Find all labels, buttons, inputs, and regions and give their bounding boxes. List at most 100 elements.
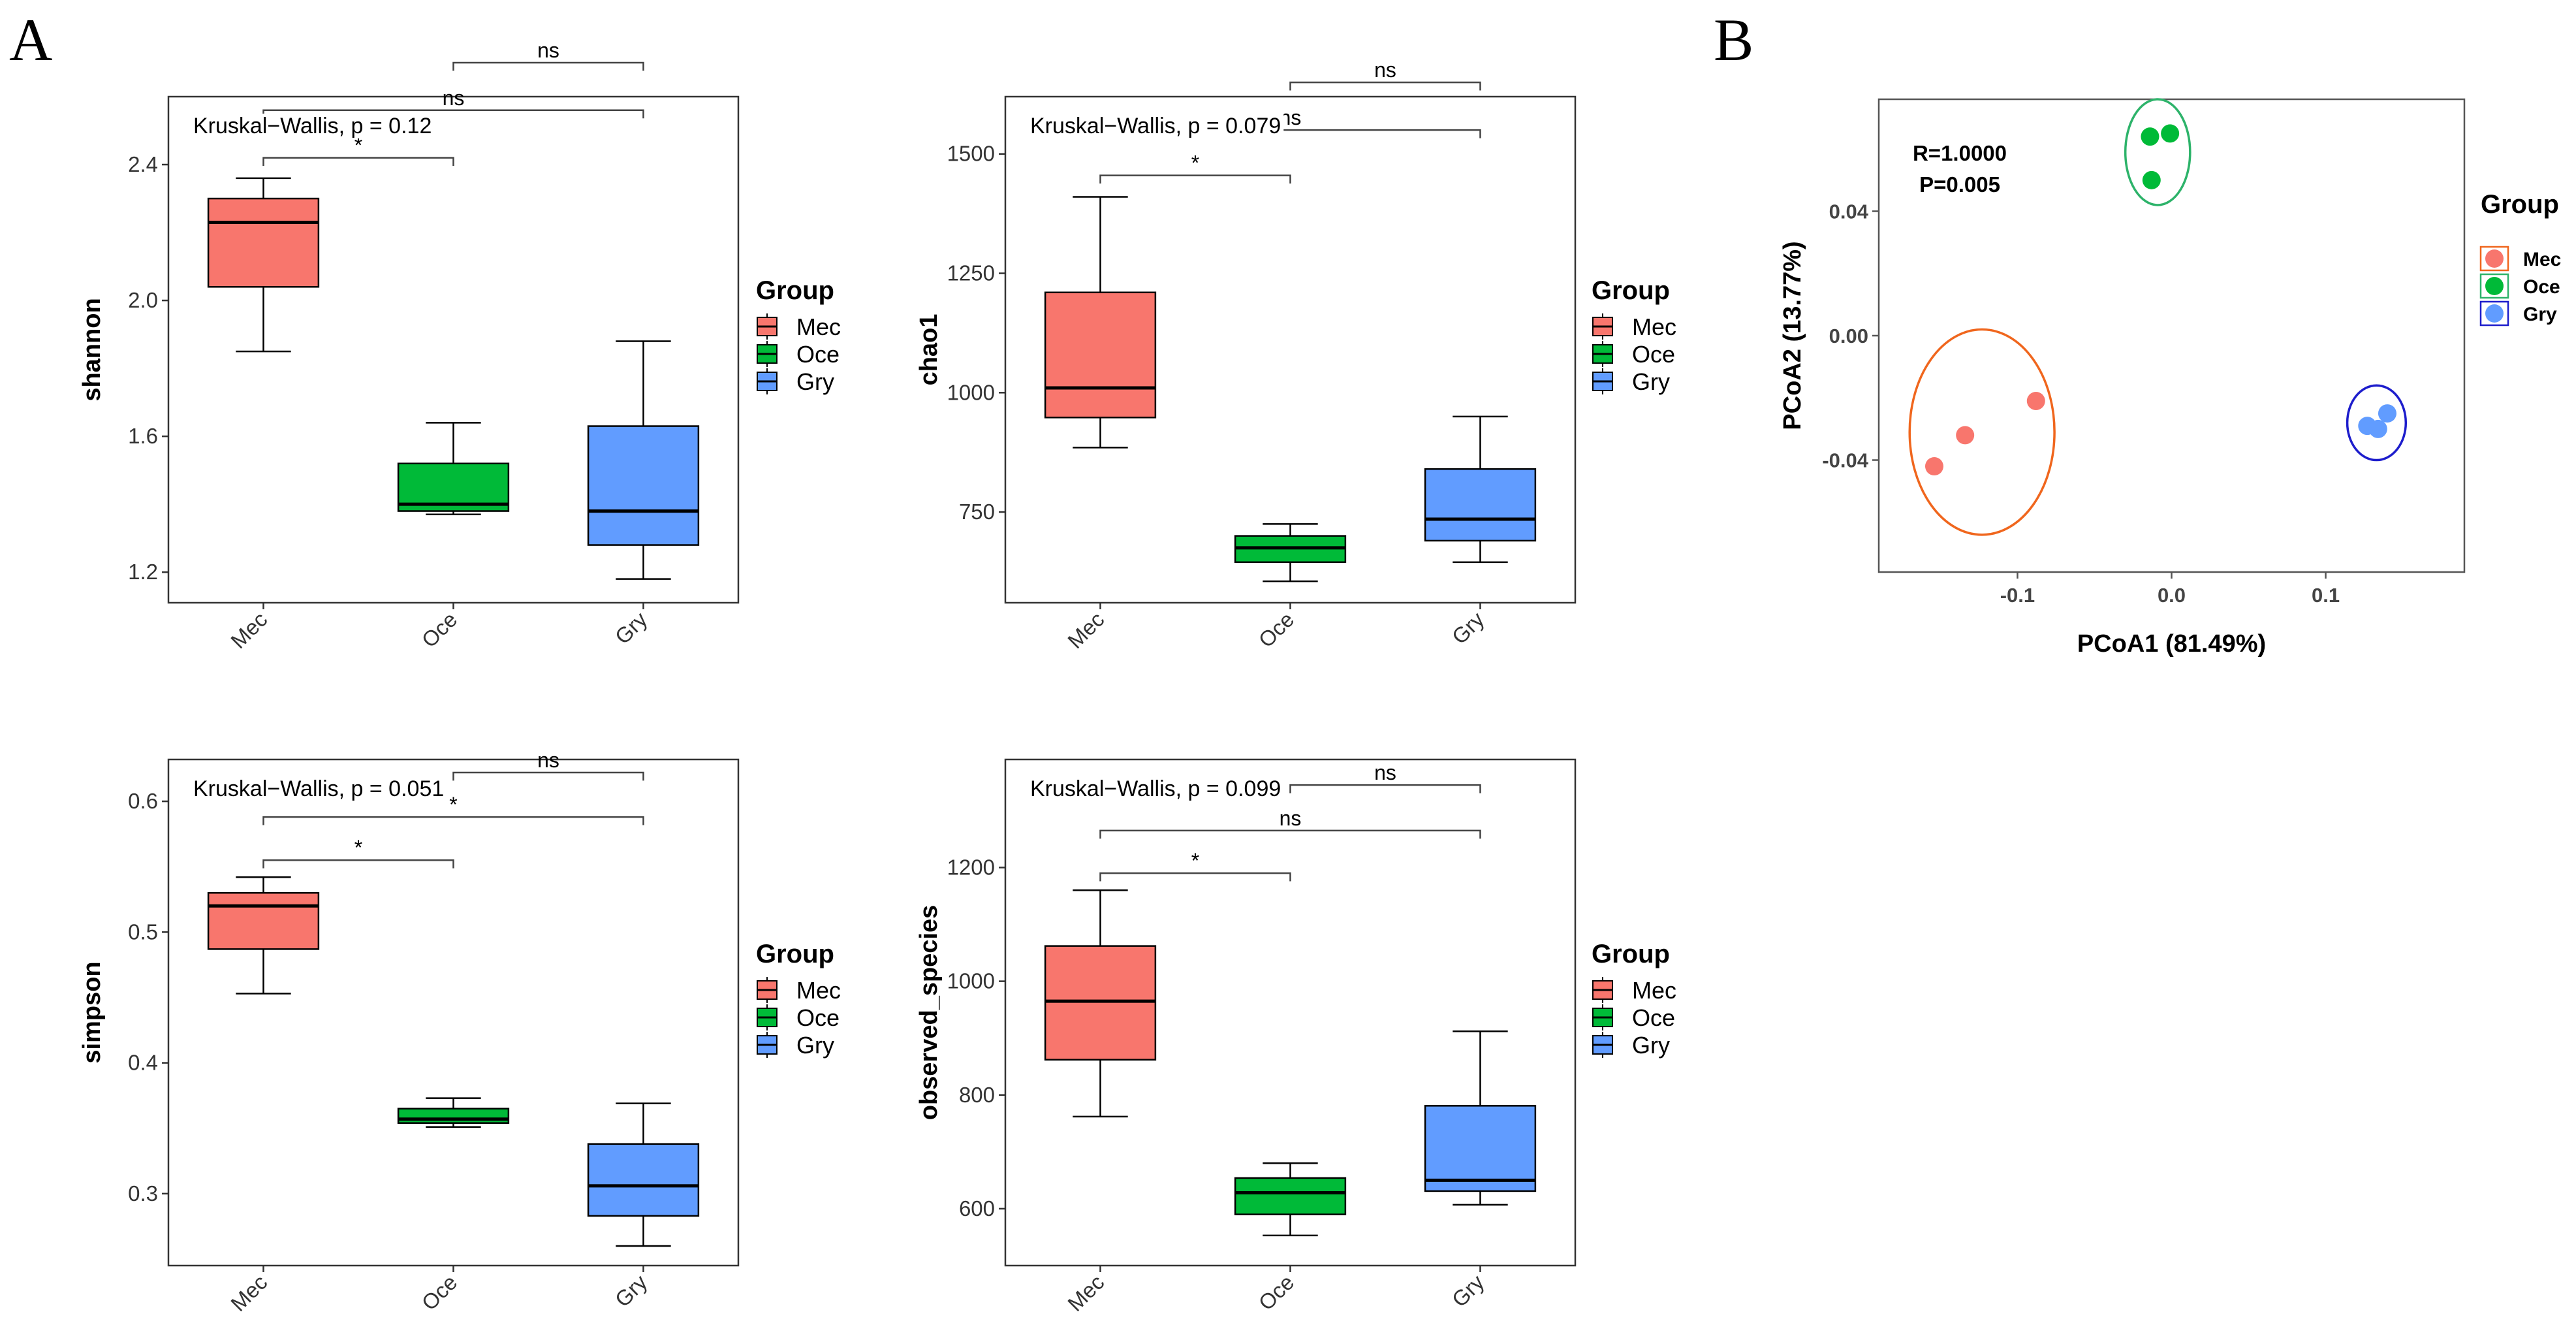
legend-key-oce [757,1004,778,1030]
legend-key-mec [757,977,778,1003]
data-point [2026,392,2045,411]
series-oce [2124,98,2191,206]
legend-key-mec [2479,246,2509,272]
legend-label: Gry [1632,1032,1670,1059]
legend-label: Mec [796,977,841,1004]
y-tick-label: 0.6 [128,789,158,813]
box-iqr [207,197,320,288]
box-iqr [1424,468,1537,542]
legend-label: Oce [796,341,840,368]
legend-title: Group [1592,940,1670,968]
annotation-p: P=0.005 [1919,172,2000,197]
box-oce [1234,523,1347,583]
legend-label: Gry [1632,368,1670,395]
panel-label-b: B [1714,7,1753,73]
legend-key-oce [757,341,778,367]
y-tick-label: 600 [959,1196,995,1221]
legend-key-gry [757,368,778,394]
legend-label: Mec [2523,249,2561,270]
y-tick-label: 1.6 [128,424,158,448]
x-tick-label: Mec [1063,607,1108,653]
legend-label: Oce [1632,1004,1675,1031]
box-mec [1044,889,1157,1118]
data-point [2142,170,2161,189]
kruskal-wallis-label: Kruskal−Wallis, p = 0.099 [1030,776,1281,801]
legend-key-oce [1592,341,1613,367]
kruskal-label-background [1028,776,1284,801]
y-tick-label: 1250 [947,261,995,285]
box-iqr [587,425,700,546]
significance-bracket [1099,174,1291,184]
y-tick-label: 1000 [947,969,995,993]
significance-bracket [262,859,454,869]
significance-label: * [1191,849,1199,872]
box-oce [397,422,510,516]
series-mec [1908,328,2056,536]
x-tick-label: Gry [610,1269,652,1311]
legend-key-gry [2479,300,2509,327]
data-point [2378,404,2396,423]
pcoa-plot: -0.1 0.0 0.1 -0.04 0.00 0.04 PCoA1 (81.49%) PCo… [1779,98,2561,658]
significance-label: * [354,134,362,157]
legend-label: Oce [1632,341,1675,368]
data-point [2368,419,2387,438]
legend-title: Group [2481,190,2559,219]
y-tick-label: 0.04 [1829,200,1869,223]
legend-label: Oce [2523,276,2560,298]
box-mec [207,177,320,353]
legend-label: Mec [796,313,841,340]
box-iqr [1234,1177,1347,1215]
box-oce [1234,1162,1347,1237]
legend-label: Gry [2523,304,2557,325]
box-gry [1424,1030,1537,1206]
significance-bracket [262,157,454,167]
significance-bracket [1289,81,1481,91]
data-point [2161,124,2180,143]
x-tick-label: Oce [1253,607,1298,652]
x-tick-label: Gry [1447,607,1489,648]
legend-label: Oce [796,1004,840,1031]
data-point [1924,457,1943,476]
x-tick-label: Oce [1253,1270,1298,1315]
y-tick-label: 0.4 [128,1051,158,1075]
panel-label-a: A [9,7,52,73]
kruskal-wallis-label: Kruskal−Wallis, p = 0.079 [1030,114,1281,138]
box-gry [587,340,700,580]
y-tick-label: 750 [959,500,995,524]
confidence-ellipse [1908,328,2056,536]
x-tick-label: 0.1 [2312,584,2340,607]
significance-label: ns [443,86,465,110]
series-gry [2346,384,2408,462]
plot-border [1877,98,2466,573]
significance-label: ns [1374,58,1396,82]
box-oce [397,1097,510,1128]
legend-label: Gry [796,368,834,395]
data-point [1956,426,1975,445]
y-axis-label: simpson [78,961,106,1063]
y-tick-label: 800 [959,1083,995,1107]
box-iqr [1424,1105,1537,1192]
significance-bracket [1099,872,1291,882]
y-axis-label: chao1 [915,314,943,386]
legend: Group Mec Oce Gry [2479,190,2561,327]
significance-bracket [452,61,644,71]
y-tick-label: 0.00 [1829,325,1868,347]
data-point [2141,127,2160,146]
significance-label: * [354,836,362,859]
significance-label: ns [537,39,559,62]
y-tick-label: 1500 [947,142,995,166]
significance-bracket [262,816,644,825]
legend-key-mec [1592,313,1613,340]
confidence-ellipse [2124,98,2191,206]
x-tick-label: 0.0 [2158,584,2186,607]
significance-label: ns [1280,806,1302,830]
box-iqr [1044,291,1157,419]
y-tick-label: 1200 [947,855,995,879]
